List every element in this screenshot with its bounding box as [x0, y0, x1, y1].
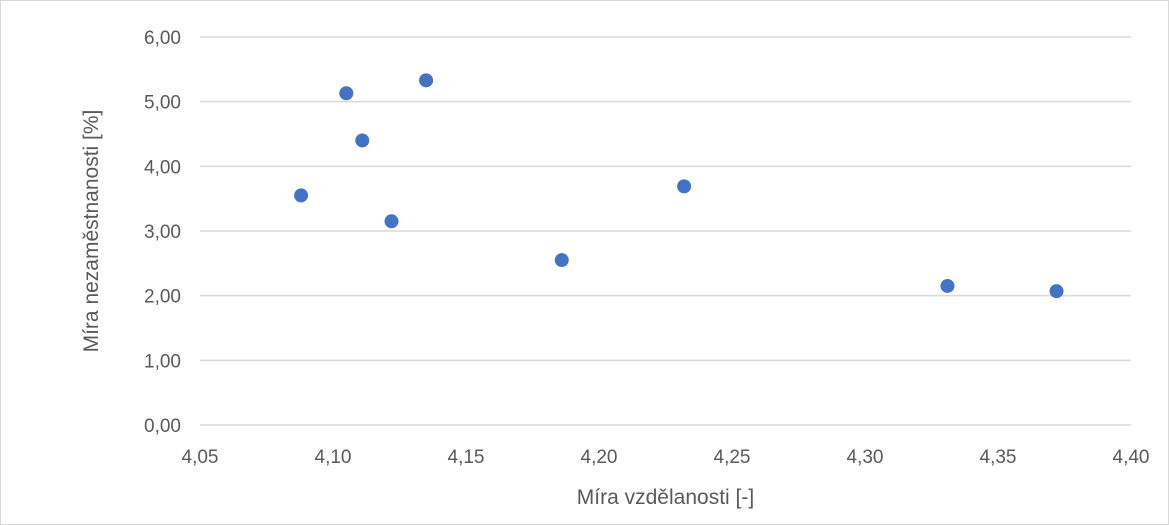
data-point: [1049, 284, 1064, 299]
x-tick-label: 4,25: [714, 447, 751, 468]
data-points: [294, 73, 1064, 299]
gridlines: [200, 36, 1131, 426]
y-tick-label: 6,00: [144, 28, 181, 49]
data-point: [419, 73, 434, 88]
x-axis-title: Míra vzdělanosti [-]: [577, 486, 754, 509]
x-tick-label: 4,30: [847, 447, 884, 468]
y-tick-label: 0,00: [144, 416, 181, 437]
data-point: [384, 214, 399, 229]
y-tick-label: 4,00: [144, 157, 181, 178]
x-tick-label: 4,40: [1113, 447, 1150, 468]
y-tick-label: 3,00: [144, 222, 181, 243]
data-point: [940, 278, 955, 293]
data-point: [677, 179, 692, 194]
y-axis-title: Míra nezaměstnanosti [%]: [80, 110, 103, 353]
data-point: [339, 86, 354, 101]
x-tick-label: 4,35: [980, 447, 1017, 468]
data-point: [554, 253, 569, 268]
data-point: [355, 133, 370, 148]
y-tick-label: 5,00: [144, 93, 181, 114]
x-tick-label: 4,05: [182, 447, 219, 468]
data-point: [294, 188, 309, 203]
x-tick-label: 4,20: [581, 447, 618, 468]
y-axis-tick-labels: 0,00 1,00 2,00 3,00 4,00 5,00 6,00: [144, 28, 181, 437]
y-tick-label: 2,00: [144, 287, 181, 308]
x-tick-label: 4,15: [448, 447, 485, 468]
y-tick-label: 1,00: [144, 351, 181, 372]
x-tick-label: 4,10: [315, 447, 352, 468]
x-axis-tick-labels: 4,05 4,10 4,15 4,20 4,25 4,30 4,35 4,40: [182, 447, 1150, 468]
